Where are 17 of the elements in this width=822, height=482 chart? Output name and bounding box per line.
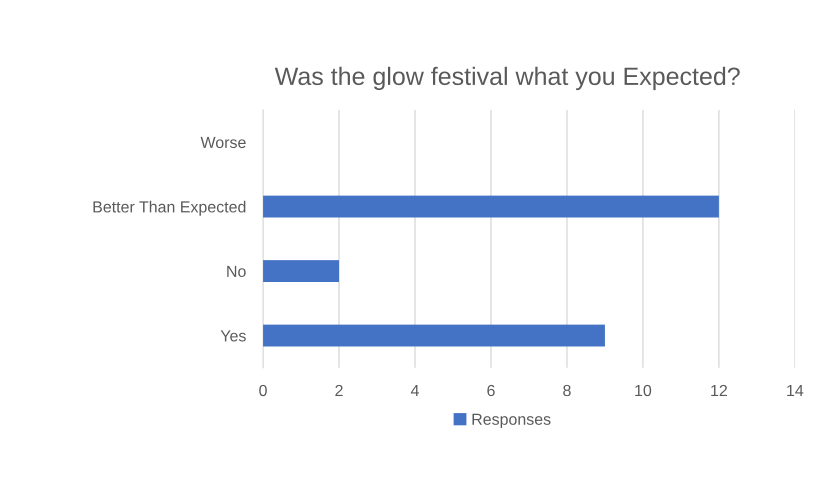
- x-tick-label: 12: [711, 384, 727, 396]
- y-tick-label: Better Than Expected: [93, 200, 246, 216]
- legend-label: Responses: [472, 414, 551, 428]
- bar: [263, 260, 340, 282]
- chart-title: Was the glow festival what you Expected?: [274, 66, 740, 90]
- x-tick-label: 6: [487, 384, 495, 396]
- x-tick-label: 10: [635, 384, 652, 396]
- x-tick-label: 0: [259, 384, 267, 396]
- x-tick-label: 14: [787, 385, 804, 396]
- x-tick-label: 2: [335, 384, 343, 396]
- bar: [263, 196, 719, 218]
- y-tick-label: No: [227, 266, 246, 278]
- x-tick-label: 8: [563, 384, 571, 396]
- x-tick-label: 4: [410, 385, 419, 396]
- y-tick-label: Worse: [200, 136, 246, 148]
- y-tick-label: Yes: [220, 330, 246, 342]
- bar: [263, 324, 605, 346]
